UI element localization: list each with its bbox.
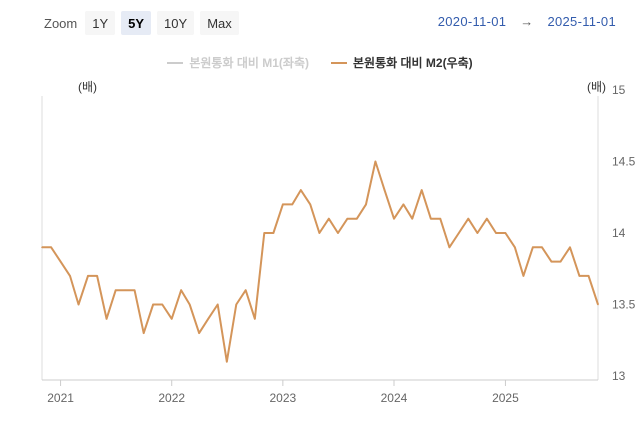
- data-point[interactable]: [356, 217, 358, 220]
- data-point[interactable]: [235, 303, 238, 306]
- x-tick-label: 2022: [158, 391, 185, 405]
- data-point[interactable]: [578, 275, 581, 277]
- data-point[interactable]: [514, 246, 516, 249]
- data-point[interactable]: [180, 289, 182, 292]
- data-point[interactable]: [142, 332, 145, 334]
- data-point[interactable]: [476, 232, 479, 234]
- data-point[interactable]: [152, 303, 154, 306]
- date-range: 2020-11-01 → 2025-11-01: [438, 14, 616, 29]
- data-point[interactable]: [532, 246, 534, 249]
- data-point[interactable]: [114, 289, 117, 292]
- data-point[interactable]: [374, 160, 377, 163]
- data-point[interactable]: [411, 217, 414, 220]
- legend-item-m2[interactable]: 본원통화 대비 M2(우축): [331, 54, 473, 71]
- data-point[interactable]: [522, 275, 525, 277]
- data-point[interactable]: [597, 303, 599, 306]
- data-point[interactable]: [41, 246, 43, 249]
- zoom-10y-button[interactable]: 10Y: [157, 11, 195, 35]
- legend-label-m2: 본원통화 대비 M2(우축): [353, 56, 473, 70]
- data-point[interactable]: [318, 232, 321, 234]
- data-point[interactable]: [346, 217, 349, 220]
- data-point[interactable]: [420, 189, 423, 191]
- range-arrow: →: [520, 14, 534, 29]
- left-axis-unit: (배): [78, 80, 98, 94]
- series-points-m2: [41, 160, 599, 363]
- data-point[interactable]: [393, 217, 395, 220]
- data-point[interactable]: [96, 275, 98, 277]
- y-tick-label: 13.5: [612, 298, 636, 312]
- data-point[interactable]: [550, 260, 553, 263]
- data-point[interactable]: [254, 318, 256, 320]
- data-point[interactable]: [272, 232, 275, 234]
- zoom-label: Zoom: [44, 15, 78, 31]
- zoom-5y-button[interactable]: 5Y: [121, 11, 152, 35]
- data-point[interactable]: [170, 318, 173, 320]
- data-point[interactable]: [263, 232, 266, 234]
- data-point[interactable]: [486, 217, 488, 220]
- data-point[interactable]: [337, 232, 339, 234]
- chart-legend: 본원통화 대비 M1(좌축) 본원통화 대비 M2(우축): [0, 54, 640, 71]
- data-point[interactable]: [569, 246, 571, 249]
- data-point[interactable]: [198, 332, 200, 334]
- y-tick-label: 14: [612, 226, 626, 240]
- right-axis-unit: (배): [587, 80, 607, 94]
- data-point[interactable]: [439, 217, 442, 220]
- right-y-axis: 13 13.5 14 14.5 15: [612, 83, 636, 383]
- x-tick-label: 2023: [270, 391, 297, 405]
- data-point[interactable]: [282, 203, 284, 206]
- series-line-m2[interactable]: [42, 160, 599, 363]
- data-point[interactable]: [448, 246, 451, 249]
- data-point[interactable]: [430, 217, 432, 220]
- data-point[interactable]: [291, 203, 294, 206]
- data-point[interactable]: [402, 203, 405, 206]
- data-point[interactable]: [495, 232, 497, 234]
- x-tick-label: 2021: [47, 391, 74, 405]
- data-point[interactable]: [309, 203, 312, 206]
- zoom-1y-button[interactable]: 1Y: [85, 11, 116, 35]
- data-point[interactable]: [50, 246, 52, 249]
- data-point[interactable]: [161, 303, 164, 306]
- legend-swatch-m2: [331, 61, 347, 64]
- data-point[interactable]: [207, 318, 210, 320]
- data-point[interactable]: [124, 289, 126, 292]
- data-point[interactable]: [216, 303, 219, 306]
- y-tick-label: 15: [612, 83, 626, 97]
- data-point[interactable]: [504, 232, 507, 234]
- x-axis: 2021 2022 2023 2024 2025: [47, 380, 519, 405]
- data-point[interactable]: [467, 217, 470, 220]
- x-tick-label: 2024: [381, 391, 408, 405]
- data-point[interactable]: [105, 318, 108, 320]
- zoom-max-button[interactable]: Max: [200, 11, 239, 35]
- data-point[interactable]: [188, 303, 191, 306]
- data-point[interactable]: [383, 189, 386, 191]
- y-tick-label: 14.5: [612, 155, 636, 169]
- data-point[interactable]: [226, 360, 228, 363]
- zoom-toolbar: Zoom 1Y 5Y 10Y Max: [44, 11, 245, 35]
- x-tick-label: 2025: [492, 391, 519, 405]
- range-from[interactable]: 2020-11-01: [437, 14, 507, 29]
- data-point[interactable]: [77, 303, 80, 306]
- data-point[interactable]: [559, 260, 562, 263]
- data-point[interactable]: [458, 232, 460, 234]
- data-point[interactable]: [244, 289, 247, 292]
- data-point[interactable]: [541, 246, 543, 249]
- data-point[interactable]: [587, 275, 590, 277]
- data-point[interactable]: [300, 189, 302, 191]
- legend-label-m1: 본원통화 대비 M1(좌축): [189, 56, 309, 70]
- data-point[interactable]: [59, 260, 62, 263]
- y-tick-label: 13: [612, 369, 626, 383]
- data-point[interactable]: [328, 217, 330, 220]
- legend-item-m1[interactable]: 본원통화 대비 M1(좌축): [167, 54, 309, 71]
- data-point[interactable]: [133, 289, 136, 292]
- legend-swatch-m1: [167, 61, 184, 64]
- data-point[interactable]: [87, 275, 89, 277]
- range-to[interactable]: 2025-11-01: [547, 14, 616, 29]
- data-point[interactable]: [69, 275, 71, 277]
- data-point[interactable]: [365, 203, 367, 206]
